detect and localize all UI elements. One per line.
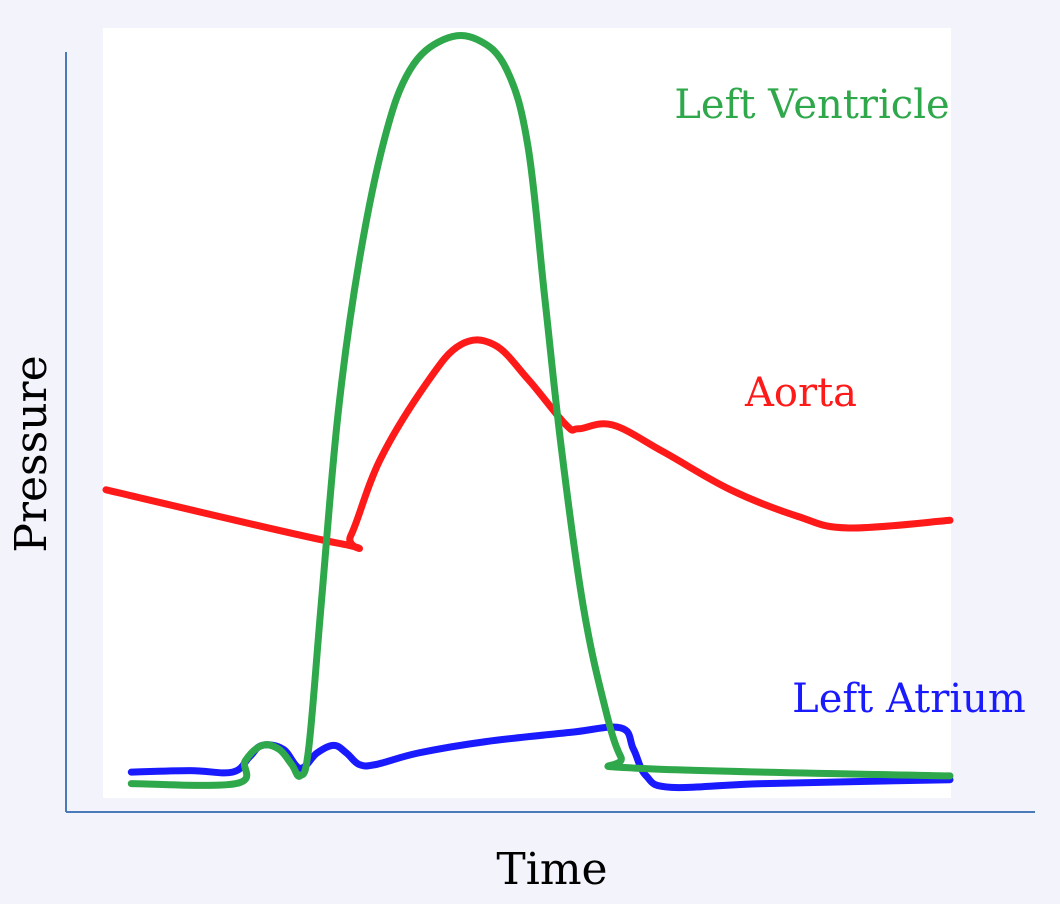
- left-ventricle-label: Left Ventricle: [674, 82, 949, 128]
- y-axis-title: Pressure: [6, 355, 57, 552]
- aorta-label: Aorta: [744, 370, 857, 416]
- left-atrium-label: Left Atrium: [792, 676, 1026, 722]
- x-axis-title: Time: [496, 844, 607, 895]
- series-layer: [102, 31, 954, 792]
- left-ventricle-line: [127, 31, 954, 789]
- aorta-line: [102, 336, 954, 552]
